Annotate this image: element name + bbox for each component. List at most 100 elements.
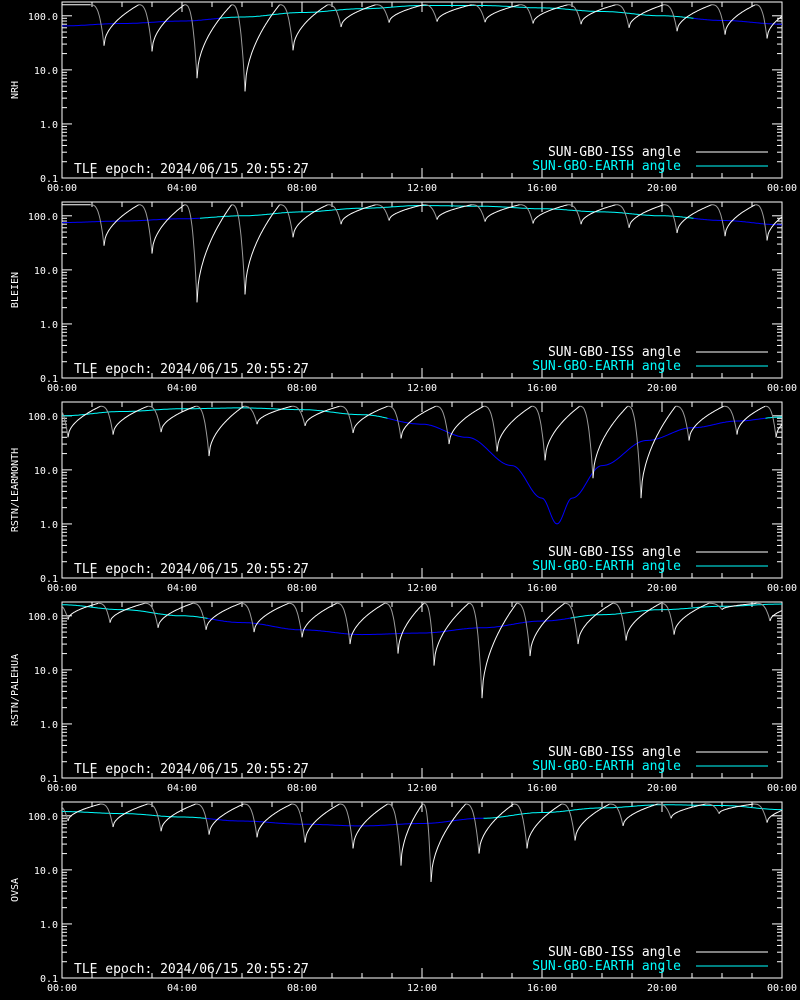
iss-angle-line — [529, 602, 565, 657]
earth-angle-line — [693, 17, 782, 25]
legend-label: SUN-GBO-EARTH angle — [532, 359, 681, 374]
iss-angle-line — [195, 405, 210, 457]
iss-angle-line — [292, 4, 328, 51]
earth-angle-line — [62, 811, 207, 819]
ytick-label: 0.1 — [40, 174, 58, 185]
iss-angle-line — [304, 405, 340, 427]
iss-angle-line — [98, 602, 111, 623]
iss-angle-line — [205, 602, 241, 630]
earth-angle-line — [483, 804, 782, 819]
iss-angle-line — [243, 803, 258, 838]
earth-angle-line — [62, 17, 220, 27]
iss-angle-line — [151, 4, 185, 52]
iss-angle-line — [256, 405, 292, 425]
iss-angle-line — [723, 405, 738, 435]
iss-angle-line — [144, 602, 159, 628]
xtick-label: 16:00 — [527, 783, 557, 794]
iss-angle-line — [657, 803, 672, 819]
iss-angle-line — [660, 602, 675, 635]
y-axis-label: BLEIEN — [10, 272, 21, 308]
tle-epoch-annotation: TLE epoch: 2024/06/15 20:55:27 — [74, 162, 309, 177]
iss-angle-line — [62, 410, 69, 438]
iss-angle-line — [291, 405, 306, 427]
iss-angle-line — [711, 204, 726, 237]
iss-angle-line — [676, 204, 712, 234]
plot-area — [62, 602, 782, 699]
iss-angle-line — [531, 405, 546, 461]
iss-angle-line — [526, 803, 562, 849]
ytick-label: 100.0 — [28, 812, 58, 823]
xtick-label: 20:00 — [647, 383, 677, 394]
plot-area — [62, 803, 782, 882]
iss-angle-line — [138, 204, 153, 254]
ytick-label: 10.0 — [34, 66, 58, 77]
iss-angle-line — [208, 405, 244, 457]
iss-angle-line — [775, 423, 782, 438]
iss-angle-line — [349, 602, 385, 645]
iss-angle-line — [516, 602, 531, 657]
xtick-label: 00:00 — [47, 983, 77, 994]
iss-angle-line — [208, 803, 244, 835]
plot-area — [62, 405, 782, 525]
xtick-label: 20:00 — [647, 183, 677, 194]
iss-angle-line — [471, 4, 486, 23]
iss-angle-line — [663, 204, 678, 234]
iss-angle-line — [160, 803, 196, 832]
iss-angle-line — [387, 405, 402, 439]
ytick-label: 100.0 — [28, 412, 58, 423]
ytick-label: 100.0 — [28, 612, 58, 623]
iss-angle-line — [231, 4, 246, 92]
iss-angle-line — [327, 4, 342, 28]
iss-angle-line — [62, 806, 69, 822]
iss-angle-line — [292, 204, 328, 238]
earth-angle-line — [765, 416, 782, 419]
iss-angle-line — [465, 803, 480, 854]
xtick-label: 00:00 — [47, 783, 77, 794]
ytick-label: 0.1 — [40, 374, 58, 385]
xtick-label: 16:00 — [527, 183, 557, 194]
iss-angle-line — [422, 803, 432, 882]
iss-angle-line — [615, 204, 630, 228]
iss-angle-line — [567, 4, 582, 25]
iss-angle-line — [579, 405, 594, 479]
iss-angle-line — [478, 803, 514, 854]
iss-angle-line — [628, 204, 664, 228]
iss-angle-line — [387, 803, 402, 866]
iss-angle-line — [397, 602, 425, 654]
iss-angle-line — [90, 4, 105, 46]
xtick-label: 00:00 — [47, 583, 77, 594]
tle-epoch-annotation: TLE epoch: 2024/06/15 20:55:27 — [74, 762, 309, 777]
earth-angle-line — [62, 407, 388, 419]
iss-angle-line — [755, 4, 768, 39]
iss-angle-line — [705, 803, 720, 814]
panel-3: 100.010.01.00.100:00 04:00 08:00 12:00 16:00… — [10, 401, 797, 594]
iss-angle-line — [244, 204, 280, 295]
plot-area — [62, 204, 782, 303]
iss-angle-line — [640, 405, 676, 499]
iss-angle-line — [766, 15, 782, 39]
iss-angle-line — [67, 602, 99, 620]
iss-angle-line — [577, 602, 613, 645]
xtick-label: 04:00 — [167, 983, 197, 994]
xtick-label: 08:00 — [287, 783, 317, 794]
iss-angle-line — [436, 4, 472, 22]
earth-angle-line — [387, 417, 766, 525]
iss-angle-line — [231, 204, 246, 295]
iss-angle-line — [721, 602, 757, 610]
ytick-label: 1.0 — [40, 720, 58, 731]
iss-angle-line — [628, 4, 664, 28]
iss-angle-line — [160, 405, 196, 433]
iss-angle-line — [147, 803, 162, 832]
plot-area — [62, 4, 782, 92]
iss-angle-line — [436, 204, 472, 220]
iss-angle-line — [192, 602, 207, 630]
iss-angle-line — [673, 602, 709, 635]
iss-angle-line — [339, 803, 354, 849]
iss-angle-line — [448, 405, 484, 445]
iss-angle-line — [433, 602, 469, 666]
iss-angle-line — [147, 405, 162, 433]
iss-angle-line — [62, 605, 69, 620]
iss-angle-line — [532, 4, 568, 24]
earth-angle-line — [693, 217, 782, 226]
